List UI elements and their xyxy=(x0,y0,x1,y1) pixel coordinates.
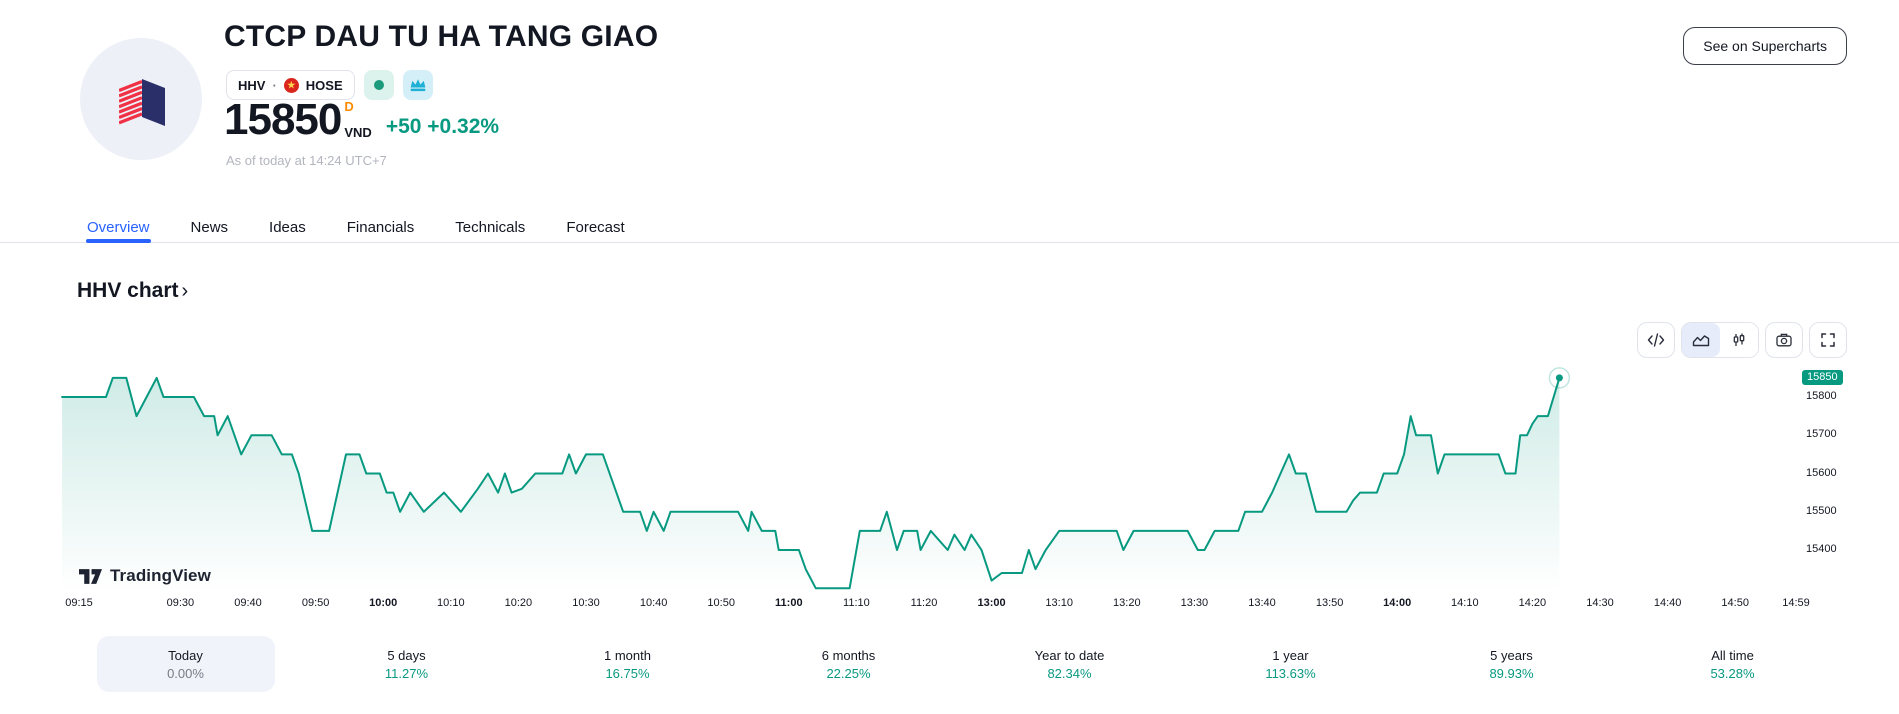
time-axis-label: 10:20 xyxy=(504,597,533,609)
time-axis-label: 14:30 xyxy=(1586,597,1614,609)
market-open-dot-icon xyxy=(373,80,384,90)
interval-badge: D xyxy=(344,99,354,114)
price-block: 15850 D VND +50 +0.32% xyxy=(224,94,500,144)
tab-news[interactable]: News xyxy=(190,206,230,242)
tab-forecast[interactable]: Forecast xyxy=(565,206,625,242)
crown-icon xyxy=(410,79,426,92)
company-logo xyxy=(80,38,202,160)
tab-technicals[interactable]: Technicals xyxy=(454,206,526,242)
time-axis-label: 14:59 xyxy=(1782,597,1810,609)
snapshot-button[interactable] xyxy=(1765,322,1803,358)
fullscreen-icon xyxy=(1821,333,1835,347)
candlesticks-icon xyxy=(1733,333,1745,346)
time-axis-label: 13:20 xyxy=(1113,597,1141,609)
period-selector: Today 0.00% 5 days 11.27% 1 month 16.75% 6 … xyxy=(75,636,1843,692)
chart-style-toggle xyxy=(1681,322,1759,358)
tab-overview[interactable]: Overview xyxy=(86,206,151,243)
area-chart-icon xyxy=(1692,335,1710,347)
last-price: 15850 xyxy=(224,94,342,144)
time-axis-label: 13:10 xyxy=(1045,597,1073,609)
as-of-timestamp: As of today at 14:24 UTC+7 xyxy=(226,153,387,168)
time-axis-label: 13:50 xyxy=(1315,597,1344,609)
area-style-button[interactable] xyxy=(1682,323,1720,357)
market-status-badge[interactable] xyxy=(363,70,394,100)
time-axis-label: 13:40 xyxy=(1248,597,1276,609)
tradingview-logo-icon xyxy=(79,568,102,584)
crown-badge[interactable] xyxy=(402,70,433,100)
camera-icon xyxy=(1776,333,1792,347)
area-fill xyxy=(62,377,1560,592)
price-chart[interactable] xyxy=(0,300,1899,610)
see-on-supercharts-button[interactable]: See on Supercharts xyxy=(1683,27,1847,65)
period-6-months[interactable]: 6 months 22.25% xyxy=(760,636,938,692)
time-axis-label: 10:50 xyxy=(707,597,735,609)
time-axis-label: 09:30 xyxy=(166,597,195,609)
time-axis-label: 10:40 xyxy=(639,597,668,609)
time-axis-label: 14:20 xyxy=(1518,597,1547,609)
currency-label: VND xyxy=(344,125,372,140)
vietnam-flag-icon: ★ xyxy=(283,77,299,93)
time-axis-label: 11:10 xyxy=(843,597,870,609)
period-5-years[interactable]: 5 years 89.93% xyxy=(1423,636,1601,692)
price-line xyxy=(61,376,1561,590)
symbol-exchange-pill[interactable]: HHV · ★ HOSE xyxy=(226,70,355,100)
last-price-marker-halo xyxy=(1548,367,1571,389)
tradingview-watermark[interactable]: TradingView xyxy=(79,566,211,586)
symbol-code: HHV xyxy=(238,77,266,93)
symbol-badges: HHV · ★ HOSE xyxy=(226,70,433,100)
period-year-to-date[interactable]: Year to date 82.34% xyxy=(981,636,1159,692)
time-axis-label: 14:50 xyxy=(1721,597,1749,609)
code-icon xyxy=(1647,333,1665,347)
embed-code-button[interactable] xyxy=(1637,322,1675,358)
time-axis-label: 09:15 xyxy=(65,597,93,609)
tab-ideas[interactable]: Ideas xyxy=(268,206,307,242)
fullscreen-button[interactable] xyxy=(1809,322,1847,358)
tradingview-wordmark: TradingView xyxy=(110,566,211,585)
time-axis-label: 09:40 xyxy=(234,597,262,609)
separator-dot: · xyxy=(272,77,277,93)
candles-style-button[interactable] xyxy=(1720,323,1758,357)
tab-financials[interactable]: Financials xyxy=(346,206,416,242)
chevron-right-icon: › xyxy=(181,280,189,302)
period-1-year[interactable]: 1 year 113.63% xyxy=(1202,636,1380,692)
symbol-tabs: Overview News Ideas Financials Technical… xyxy=(0,206,1899,243)
last-price-marker xyxy=(1555,374,1563,382)
period-all-time[interactable]: All time 53.28% xyxy=(1644,636,1822,692)
time-axis-label: 10:00 xyxy=(369,597,398,609)
time-axis-label: 11:20 xyxy=(910,597,938,609)
chart-section-title: HHV chart xyxy=(77,278,179,302)
time-axis-label: 09:50 xyxy=(301,597,330,609)
time-axis-label: 14:10 xyxy=(1451,597,1479,609)
chart-section-link[interactable]: HHV chart › xyxy=(77,278,188,303)
time-axis-label: 13:30 xyxy=(1180,597,1209,609)
time-axis-label: 10:30 xyxy=(572,597,600,609)
time-axis-label: 14:00 xyxy=(1383,597,1412,609)
price-change: +50 +0.32% xyxy=(385,115,500,138)
time-axis: 09:15 09:30 09:40 09:50 10:00 10:10 10:20 10:30… xyxy=(0,597,1899,611)
time-axis-label: 10:10 xyxy=(437,597,465,609)
period-5-days[interactable]: 5 days 11.27% xyxy=(318,636,496,692)
time-axis-label: 11:00 xyxy=(775,597,803,609)
time-axis-label: 13:00 xyxy=(977,597,1006,609)
chart-toolbar xyxy=(1637,322,1847,358)
period-today[interactable]: Today 0.00% xyxy=(96,636,275,692)
exchange-code: HOSE xyxy=(305,77,343,93)
page-title: CTCP DAU TU HA TANG GIAO xyxy=(224,20,659,53)
company-logo-icon xyxy=(119,79,165,126)
period-1-month[interactable]: 1 month 16.75% xyxy=(539,636,717,692)
time-axis-label: 14:40 xyxy=(1653,597,1682,609)
